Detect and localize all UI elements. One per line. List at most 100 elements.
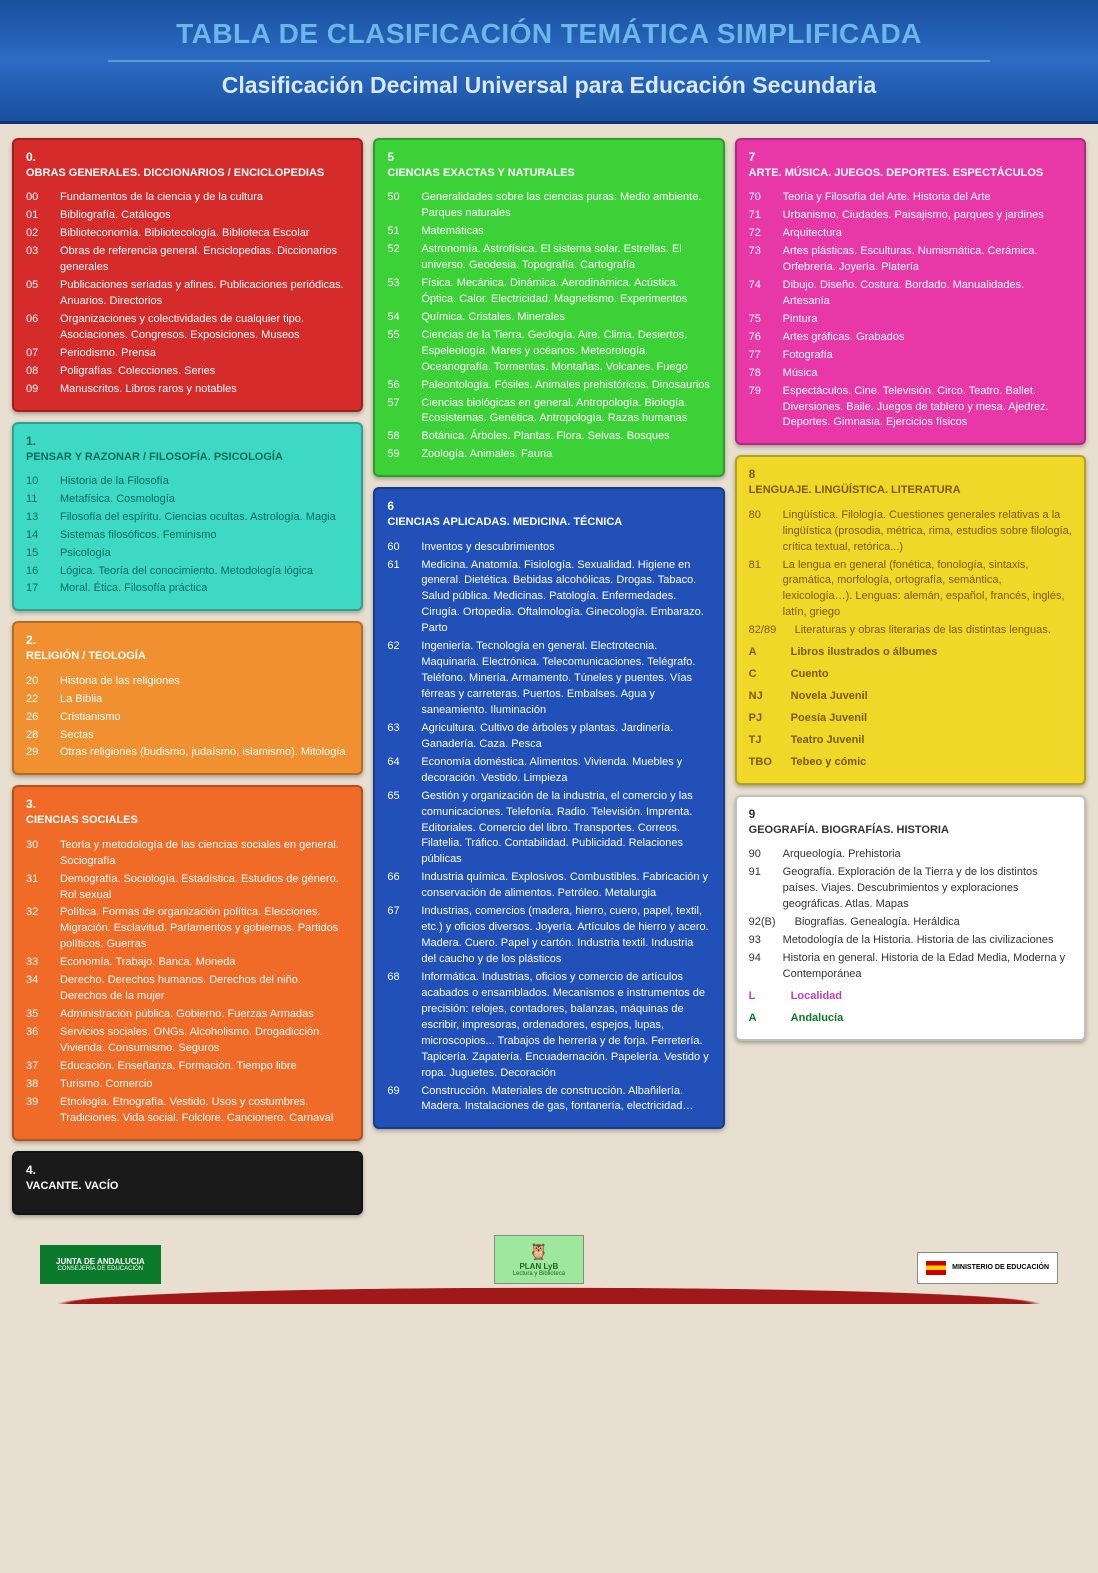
section-title: LENGUAJE. LINGÜÍSTICA. LITERATURA: [749, 483, 1072, 497]
content-grid: 0.OBRAS GENERALES. DICCIONARIOS / ENCICL…: [0, 124, 1098, 1225]
item-code: 64: [387, 755, 415, 787]
column-left: 0.OBRAS GENERALES. DICCIONARIOS / ENCICL…: [12, 138, 363, 1215]
item-text: Cristianismo: [60, 710, 121, 726]
list-item: 69Construcción. Materiales de construcci…: [387, 1084, 710, 1116]
list-item: 82/89 Literaturas y obras literarias de l…: [749, 623, 1072, 639]
item-text: Arquitectura: [783, 226, 842, 242]
item-code: 60: [387, 540, 415, 556]
item-code: 82/89: [749, 623, 789, 639]
item-code: 05: [26, 278, 54, 310]
item-text: Generalidades sobre las ciencias puras. …: [421, 190, 710, 222]
section-number: 7: [749, 150, 1072, 164]
item-text: Paleontología. Fósiles. Animales prehist…: [421, 378, 710, 394]
list-item: 00Fundamentos de la ciencia y de la cult…: [26, 190, 349, 206]
item-text: Derecho. Derechos humanos. Derechos del …: [60, 973, 349, 1005]
item-code: TBO: [749, 755, 785, 771]
list-item: 33Economía. Trabajo. Banca. Moneda: [26, 955, 349, 971]
list-item: 51Matemáticas: [387, 224, 710, 240]
section-title: PENSAR Y RAZONAR / FILOSOFÍA. PSICOLOGÍA: [26, 450, 349, 464]
item-code: 93: [749, 933, 777, 949]
item-text: Botánica. Árboles. Plantas. Flora. Selva…: [421, 429, 669, 445]
spain-flag-icon: [926, 1261, 946, 1275]
section-items: 70Teoría y Filosofía del Arte. Historia …: [749, 190, 1072, 431]
item-text: Filosofía del espíritu. Ciencias ocultas…: [60, 510, 336, 526]
list-item: 79Espectáculos. Cine. Televisión. Circo.…: [749, 384, 1072, 432]
section-number: 8: [749, 467, 1072, 481]
item-text: Psicología: [60, 546, 111, 562]
list-item: 30Teoría y metodología de las ciencias s…: [26, 838, 349, 870]
section-title: OBRAS GENERALES. DICCIONARIOS / ENCICLOP…: [26, 166, 349, 180]
section-title: VACANTE. VACÍO: [26, 1179, 349, 1193]
item-code: 30: [26, 838, 54, 870]
list-item: 15 Psicología: [26, 546, 349, 562]
list-item: 92(B)Biografías. Genealogía. Heráldica: [749, 915, 1072, 931]
item-text: Inventos y descubrimientos: [421, 540, 554, 556]
item-code: C: [749, 667, 785, 683]
list-item: 80Lingüística. Filología. Cuestiones gen…: [749, 508, 1072, 556]
list-item: 10Historia de la Filosofía: [26, 474, 349, 490]
list-item: 94Historia en general. Historia de la Ed…: [749, 951, 1072, 983]
item-code: 80: [749, 508, 777, 556]
item-code: 03: [26, 244, 54, 276]
list-item-extra: NJNovela Juvenil: [749, 689, 1072, 705]
item-text: Medicina. Anatomía. Fisiología. Sexualid…: [421, 558, 710, 638]
list-item: 20Historia de las religiones: [26, 674, 349, 690]
list-item: 61Medicina. Anatomía. Fisiología. Sexual…: [387, 558, 710, 638]
list-item: 31Demografía. Sociología. Estadística. E…: [26, 872, 349, 904]
item-text: Matemáticas: [421, 224, 483, 240]
section-title: CIENCIAS SOCIALES: [26, 813, 349, 827]
list-item: 11Metafísica. Cosmología: [26, 492, 349, 508]
list-item: 58Botánica. Árboles. Plantas. Flora. Sel…: [387, 429, 710, 445]
item-code: 70: [749, 190, 777, 206]
item-text: Biografías. Genealogía. Heráldica: [795, 915, 960, 931]
item-code: 07: [26, 346, 54, 362]
list-item: 60 Inventos y descubrimientos: [387, 540, 710, 556]
item-text: Literaturas y obras literarias de las di…: [795, 623, 1051, 639]
section-box-8: 8 LENGUAJE. LINGÜÍSTICA. LITERATURA 80Ling…: [735, 455, 1086, 784]
item-text: Agricultura. Cultivo de árboles y planta…: [421, 721, 710, 753]
item-code: 15: [26, 546, 54, 562]
item-text: Historia en general. Historia de la Edad…: [783, 951, 1072, 983]
section-box-6: 6CIENCIAS APLICADAS. MEDICINA. TÉCNICA60…: [373, 487, 724, 1129]
column-middle: 5CIENCIAS EXACTAS Y NATURALES50Generalid…: [373, 138, 724, 1215]
item-text: Astronomía. Astrofísica. El sistema sola…: [421, 242, 710, 274]
section-number: 6: [387, 499, 710, 513]
item-code: 72: [749, 226, 777, 242]
item-code: 91: [749, 865, 777, 913]
item-code: 81: [749, 558, 777, 622]
section-number: 2.: [26, 633, 349, 647]
item-text: Fotografía: [783, 348, 833, 364]
list-item: 36Servicios sociales. ONGs. Alcoholismo.…: [26, 1025, 349, 1057]
list-item: 07Periodismo. Prensa: [26, 346, 349, 362]
list-item-extra: AAndalucía: [749, 1011, 1072, 1027]
list-item: 38Turismo. Comercio: [26, 1077, 349, 1093]
item-text: Urbanismo. Ciudades. Paisajismo, parques…: [783, 208, 1044, 224]
section-title: CIENCIAS EXACTAS Y NATURALES: [387, 166, 710, 180]
list-item-extra: CCuento: [749, 667, 1072, 683]
section-items: 10Historia de la Filosofía 11Metafísica. …: [26, 474, 349, 598]
item-code: 20: [26, 674, 54, 690]
item-text: Sistemas filosóficos. Feminismo: [60, 528, 217, 544]
item-text: Economía doméstica. Alimentos. Vivienda.…: [421, 755, 710, 787]
list-item: 50Generalidades sobre las ciencias puras…: [387, 190, 710, 222]
item-code: 76: [749, 330, 777, 346]
item-text: Manuscritos. Libros raros y notables: [60, 382, 237, 398]
list-item: 70Teoría y Filosofía del Arte. Historia …: [749, 190, 1072, 206]
list-item: 39Etnología. Etnografía. Vestido. Usos y…: [26, 1095, 349, 1127]
item-text: Economía. Trabajo. Banca. Moneda: [60, 955, 236, 971]
header-banner: TABLA DE CLASIFICACIÓN TEMÁTICA SIMPLIFI…: [0, 0, 1098, 124]
item-code: 10: [26, 474, 54, 490]
item-text: Industrias, comercios (madera, hierro, c…: [421, 904, 710, 968]
item-text: Educación. Enseñanza. Formación. Tiempo …: [60, 1059, 297, 1075]
list-item-extra: ALibros ilustrados o álbumes: [749, 645, 1072, 661]
item-code: 00: [26, 190, 54, 206]
list-item-extra: PJPoesía Juvenil: [749, 711, 1072, 727]
main-title: TABLA DE CLASIFICACIÓN TEMÁTICA SIMPLIFI…: [30, 18, 1068, 50]
section-items: 90Arqueología. Prehistoria91Geografía. E…: [749, 847, 1072, 1026]
item-code: A: [749, 1011, 785, 1027]
logo-ministerio: MINISTERIO DE EDUCACIÓN: [917, 1252, 1058, 1284]
list-item: 13Filosofía del espíritu. Ciencias ocult…: [26, 510, 349, 526]
item-code: 28: [26, 728, 54, 744]
item-text: Obras de referencia general. Enciclopedi…: [60, 244, 349, 276]
list-item: 55Ciencias de la Tierra. Geología. Aire.…: [387, 328, 710, 376]
